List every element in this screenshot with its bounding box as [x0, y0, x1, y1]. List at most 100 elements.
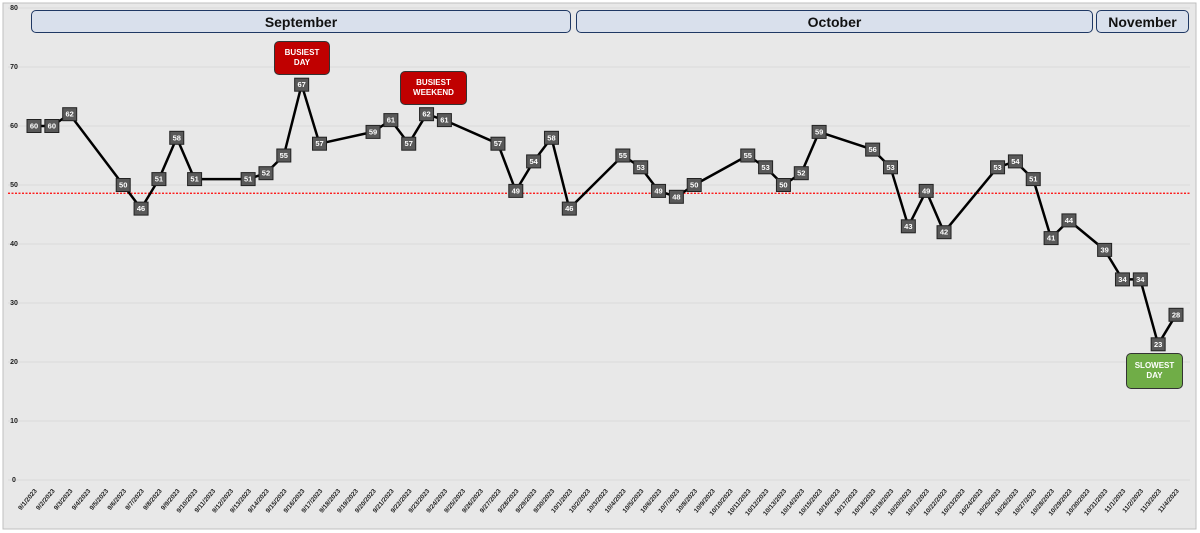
point-marker: [543, 130, 559, 145]
data-label: 41: [1047, 234, 1055, 243]
data-label: 62: [66, 110, 74, 119]
data-label: 28: [1172, 310, 1180, 319]
point-marker: [1007, 154, 1023, 169]
data-label: 51: [155, 175, 163, 184]
data-label: 61: [387, 116, 395, 125]
data-label: 59: [369, 127, 377, 136]
point-marker: [26, 119, 42, 133]
point-marker: [918, 183, 934, 198]
point-marker: [294, 77, 310, 92]
data-label: 62: [422, 110, 430, 119]
data-label: 34: [1136, 275, 1145, 284]
point-marker: [936, 225, 952, 240]
y-tick-label: 50: [10, 182, 18, 189]
data-label: 34: [1118, 275, 1127, 284]
data-label: 46: [565, 204, 573, 213]
point-marker: [276, 148, 292, 163]
data-label: 23: [1154, 340, 1162, 349]
month-header: November: [1096, 10, 1189, 33]
point-marker: [258, 166, 274, 181]
point-marker: [561, 201, 577, 216]
data-label: 57: [405, 139, 413, 148]
point-marker: [508, 183, 524, 198]
point-marker: [686, 178, 702, 192]
month-header: October: [576, 10, 1093, 33]
data-label: 55: [619, 151, 627, 160]
point-marker: [151, 172, 167, 187]
point-marker: [900, 219, 916, 234]
data-label: 46: [137, 204, 145, 213]
point-marker: [62, 107, 78, 122]
y-tick-label: 30: [10, 300, 18, 307]
point-marker: [419, 107, 435, 122]
point-marker: [44, 119, 60, 133]
point-marker: [1150, 337, 1166, 352]
data-label: 59: [815, 127, 823, 136]
point-marker: [312, 136, 327, 151]
point-marker: [1043, 231, 1059, 246]
data-label: 52: [262, 169, 270, 178]
y-tick-label: 40: [10, 241, 18, 248]
annotation: BUSIEST WEEKEND: [400, 71, 467, 105]
point-marker: [133, 201, 149, 216]
point-marker: [169, 130, 185, 145]
data-label: 67: [297, 80, 305, 89]
point-marker: [865, 142, 881, 157]
data-label: 50: [690, 180, 698, 189]
data-label: 43: [904, 222, 912, 231]
point-marker: [615, 148, 631, 163]
annotation: BUSIEST DAY: [274, 41, 330, 75]
data-label: 39: [1100, 245, 1108, 254]
annotation: SLOWEST DAY: [1126, 353, 1183, 389]
y-tick-label: 20: [10, 359, 18, 366]
data-label: 57: [494, 139, 502, 148]
y-tick-label: 70: [10, 64, 18, 71]
data-label: 44: [1065, 216, 1074, 225]
point-marker: [740, 148, 756, 163]
data-label: 53: [886, 163, 894, 172]
point-marker: [883, 160, 898, 175]
point-marker: [187, 172, 203, 187]
data-label: 51: [1029, 175, 1037, 184]
point-marker: [365, 124, 381, 139]
point-marker: [115, 178, 131, 192]
point-marker: [1061, 213, 1077, 228]
y-tick-label: 0: [12, 477, 16, 484]
point-marker: [401, 136, 417, 151]
data-label: 58: [173, 133, 181, 142]
y-tick-label: 80: [10, 5, 18, 12]
data-label: 55: [744, 151, 752, 160]
point-marker: [1097, 242, 1113, 257]
data-label: 49: [512, 186, 520, 195]
point-marker: [240, 172, 256, 187]
data-label: 53: [637, 163, 645, 172]
point-marker: [1025, 172, 1041, 187]
data-label: 57: [315, 139, 323, 148]
data-label: 51: [244, 175, 252, 184]
data-label: 58: [547, 133, 555, 142]
data-label: 50: [119, 180, 127, 189]
point-marker: [758, 160, 774, 175]
y-tick-label: 60: [10, 123, 18, 130]
point-marker: [990, 160, 1006, 175]
point-marker: [490, 136, 506, 151]
data-label: 50: [779, 180, 787, 189]
data-label: 51: [190, 175, 198, 184]
point-marker: [383, 113, 399, 128]
point-marker: [775, 178, 791, 192]
point-marker: [436, 113, 452, 128]
point-marker: [633, 160, 649, 175]
y-tick-label: 10: [10, 418, 18, 425]
data-label: 60: [48, 121, 56, 130]
data-label: 49: [922, 186, 930, 195]
data-label: 53: [993, 163, 1001, 172]
data-label: 54: [1011, 157, 1020, 166]
data-label: 48: [672, 192, 680, 201]
data-label: 60: [30, 121, 38, 130]
data-label: 56: [868, 145, 876, 154]
data-label: 42: [940, 228, 948, 237]
point-marker: [1168, 307, 1184, 322]
data-label: 54: [529, 157, 538, 166]
